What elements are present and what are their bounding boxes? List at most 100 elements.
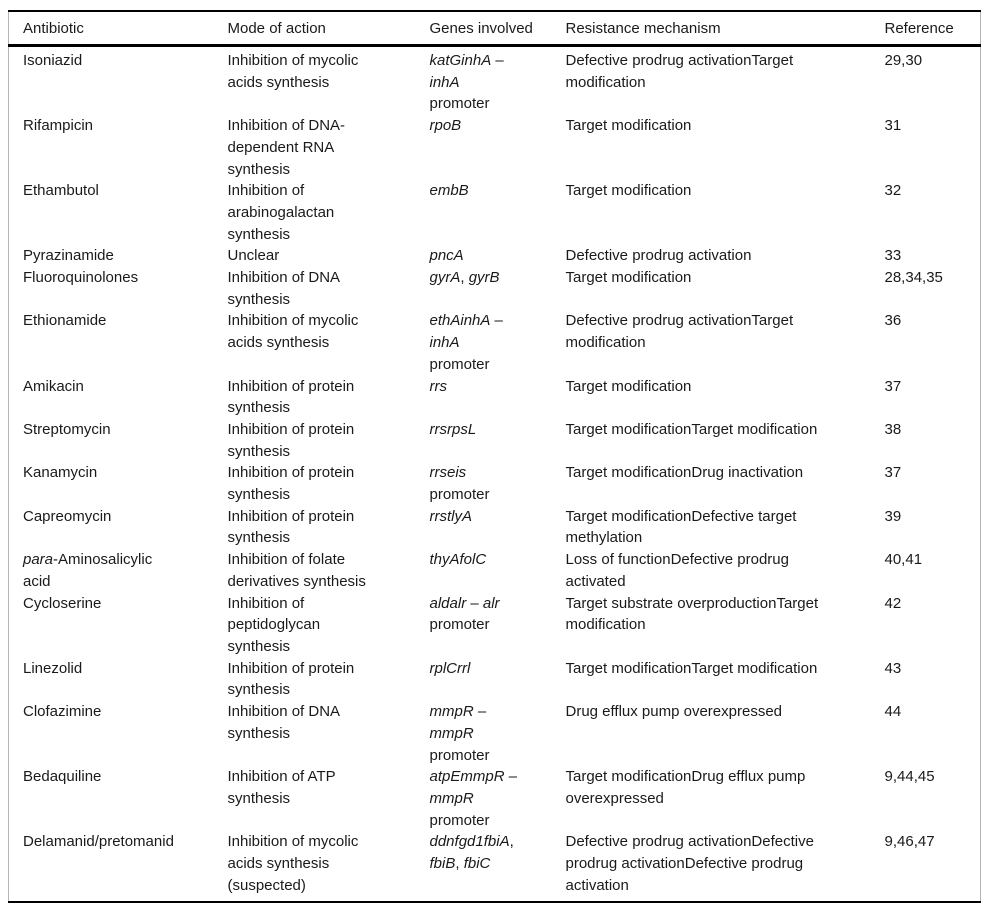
antibiotic-cell: Ethionamide: [23, 312, 107, 330]
reference-cell: 37: [884, 464, 902, 482]
resistance-mechanism-cell: Target modificationTarget modification: [565, 659, 818, 677]
mode-of-action-cell: Inhibition of arabinogalactan synthesis: [227, 182, 335, 243]
antibiotic-cell: para-Aminosalicylic acid: [23, 551, 153, 590]
genes-involved-cell: embB: [429, 182, 469, 200]
mode-of-action-cell: Inhibition of mycolic acids synthesis: [227, 52, 359, 91]
antibiotic-cell: Cycloserine: [23, 594, 102, 612]
resistance-mechanism-cell: Target modificationDrug efflux pump overe…: [565, 768, 806, 807]
genes-involved-cell: aldalr – alr promoter: [429, 594, 500, 634]
column-header-resistance-mechanism: Resistance mechanism: [551, 11, 871, 47]
genes-involved-cell: rpoB: [429, 117, 462, 135]
reference-cell: 36: [884, 312, 902, 330]
antibiotic-cell: Capreomycin: [23, 507, 112, 525]
table-header-row: Antibiotic Mode of action Genes involved…: [8, 11, 981, 47]
reference-cell: 9,44,45: [884, 768, 935, 786]
genes-involved-cell: atpEmmpR – mmpR promoter: [429, 768, 518, 829]
resistance-mechanism-cell: Target modificationDrug inactivation: [565, 464, 804, 482]
mode-of-action-cell: Inhibition of DNA-dependent RNA synthesis: [227, 117, 346, 178]
antibiotic-cell: Linezolid: [23, 659, 83, 677]
resistance-mechanism-cell: Defective prodrug activation: [565, 247, 752, 265]
genes-involved-cell: rrstlyA: [429, 507, 473, 525]
resistance-mechanism-cell: Loss of functionDefective prodrug activat…: [565, 551, 789, 590]
antibiotic-cell: Ethambutol: [23, 182, 99, 200]
genes-involved-cell: thyAfolC: [429, 551, 487, 569]
mode-of-action-cell: Inhibition of peptidoglycan synthesis: [227, 594, 321, 655]
resistance-mechanism-cell: Target modificationTarget modification: [565, 420, 818, 438]
column-header-genes-involved: Genes involved: [415, 11, 552, 47]
reference-cell: 31: [884, 117, 902, 135]
table-row: Amikacin Inhibition of protein synthesis rr…: [9, 376, 981, 419]
antibiotic-cell: Delamanid/pretomanid: [23, 833, 174, 851]
table-row: Clofazimine Inhibition of DNA synthesis mmp…: [9, 701, 981, 766]
table-body: Isoniazid Inhibition of mycolic acids synt…: [9, 46, 981, 903]
table-row: Ethambutol Inhibition of arabinogalactan sy…: [9, 180, 981, 245]
reference-cell: 39: [884, 507, 902, 525]
mode-of-action-cell: Inhibition of DNA synthesis: [227, 269, 341, 308]
reference-cell: 40,41: [884, 551, 923, 569]
genes-involved-cell: rrs: [429, 377, 448, 395]
antibiotic-cell: Rifampicin: [23, 117, 94, 135]
antibiotic-cell: Pyrazinamide: [23, 247, 114, 265]
resistance-mechanism-cell: Target modification: [565, 269, 692, 287]
antibiotic-cell: Streptomycin: [23, 420, 111, 438]
resistance-mechanism-cell: Target substrate overproductionTarget mod…: [565, 594, 819, 634]
resistance-mechanism-cell: Target modificationDefective target methy…: [565, 507, 797, 547]
page: { "table": { "name": "antibiotic-resista…: [0, 10, 992, 923]
genes-involved-cell: rrseis promoter: [429, 464, 490, 504]
mode-of-action-cell: Inhibition of mycolic acids synthesis (sus…: [227, 833, 359, 894]
table-row: Cycloserine Inhibition of peptidoglycan syn…: [9, 593, 981, 658]
table-row: Isoniazid Inhibition of mycolic acids synt…: [9, 46, 981, 116]
mode-of-action-cell: Inhibition of mycolic acids synthesis: [227, 312, 359, 352]
antibiotic-resistance-table: Antibiotic Mode of action Genes involved…: [8, 10, 981, 904]
mode-of-action-cell: Inhibition of protein synthesis: [227, 377, 355, 417]
reference-cell: 38: [884, 420, 902, 438]
reference-cell: 9,46,47: [884, 833, 935, 851]
mode-of-action-cell: Inhibition of folate derivatives synthesi…: [227, 551, 366, 590]
reference-cell: 29,30: [884, 52, 923, 69]
genes-involved-cell: pncA: [429, 247, 464, 265]
reference-cell: 42: [884, 594, 902, 612]
resistance-mechanism-cell: Target modification: [565, 377, 692, 395]
table-row: Streptomycin Inhibition of protein synthes…: [9, 419, 981, 462]
resistance-mechanism-cell: Defective prodrug activationDefective pro…: [565, 833, 814, 894]
resistance-mechanism-cell: Defective prodrug activationTarget modifi…: [565, 52, 794, 91]
table-row: Linezolid Inhibition of protein synthesis r…: [9, 658, 981, 701]
column-header-antibiotic: Antibiotic: [8, 11, 214, 47]
mode-of-action-cell: Inhibition of DNA synthesis: [227, 703, 341, 742]
genes-involved-cell: rrsrpsL: [429, 420, 477, 438]
resistance-mechanism-cell: Target modification: [565, 182, 692, 200]
table-row: para-Aminosalicylic acid Inhibition of fol…: [9, 549, 981, 592]
antibiotic-cell: Kanamycin: [23, 464, 98, 482]
mode-of-action-cell: Unclear: [227, 247, 280, 265]
mode-of-action-cell: Inhibition of protein synthesis: [227, 420, 355, 460]
table-row: Ethionamide Inhibition of mycolic acids sy…: [9, 310, 981, 375]
genes-involved-cell: ethAinhA – inhA promoter: [429, 312, 503, 373]
antibiotic-cell: Fluoroquinolones: [23, 269, 139, 287]
genes-involved-cell: gyrA, gyrB: [429, 269, 500, 287]
column-header-reference: Reference: [870, 11, 981, 47]
table-row: Delamanid/pretomanid Inhibition of mycoli…: [9, 831, 981, 902]
mode-of-action-cell: Inhibition of protein synthesis: [227, 464, 355, 504]
table-row: Bedaquiline Inhibition of ATP synthesis atp…: [9, 766, 981, 831]
resistance-mechanism-cell: Target modification: [565, 117, 692, 135]
column-header-mode-of-action: Mode of action: [213, 11, 416, 47]
table-row: Pyrazinamide Unclear pncA Defective prodrug…: [9, 245, 981, 267]
table-row: Kanamycin Inhibition of protein synthesis r…: [9, 462, 981, 505]
genes-involved-cell: katGinhA – inhA promoter: [429, 52, 504, 113]
genes-involved-cell: rplCrrl: [429, 659, 471, 677]
genes-involved-cell: mmpR – mmpR promoter: [429, 703, 490, 764]
reference-cell: 37: [884, 377, 902, 395]
mode-of-action-cell: Inhibition of protein synthesis: [227, 507, 355, 547]
resistance-mechanism-cell: Drug efflux pump overexpressed: [565, 703, 783, 721]
antibiotic-cell: Amikacin: [23, 377, 84, 395]
genes-involved-cell: ddnfgd1fbiA, fbiB, fbiC: [429, 833, 514, 873]
antibiotic-cell: Bedaquiline: [23, 768, 102, 786]
reference-cell: 33: [884, 247, 902, 265]
table-row: Rifampicin Inhibition of DNA-dependent RN…: [9, 115, 981, 180]
table-row: Fluoroquinolones Inhibition of DNA synthes…: [9, 267, 981, 310]
reference-cell: 44: [884, 703, 902, 721]
antibiotic-cell: Clofazimine: [23, 703, 102, 721]
mode-of-action-cell: Inhibition of ATP synthesis: [227, 768, 336, 807]
table-row: Capreomycin Inhibition of protein synthesi…: [9, 506, 981, 549]
mode-of-action-cell: Inhibition of protein synthesis: [227, 659, 355, 699]
